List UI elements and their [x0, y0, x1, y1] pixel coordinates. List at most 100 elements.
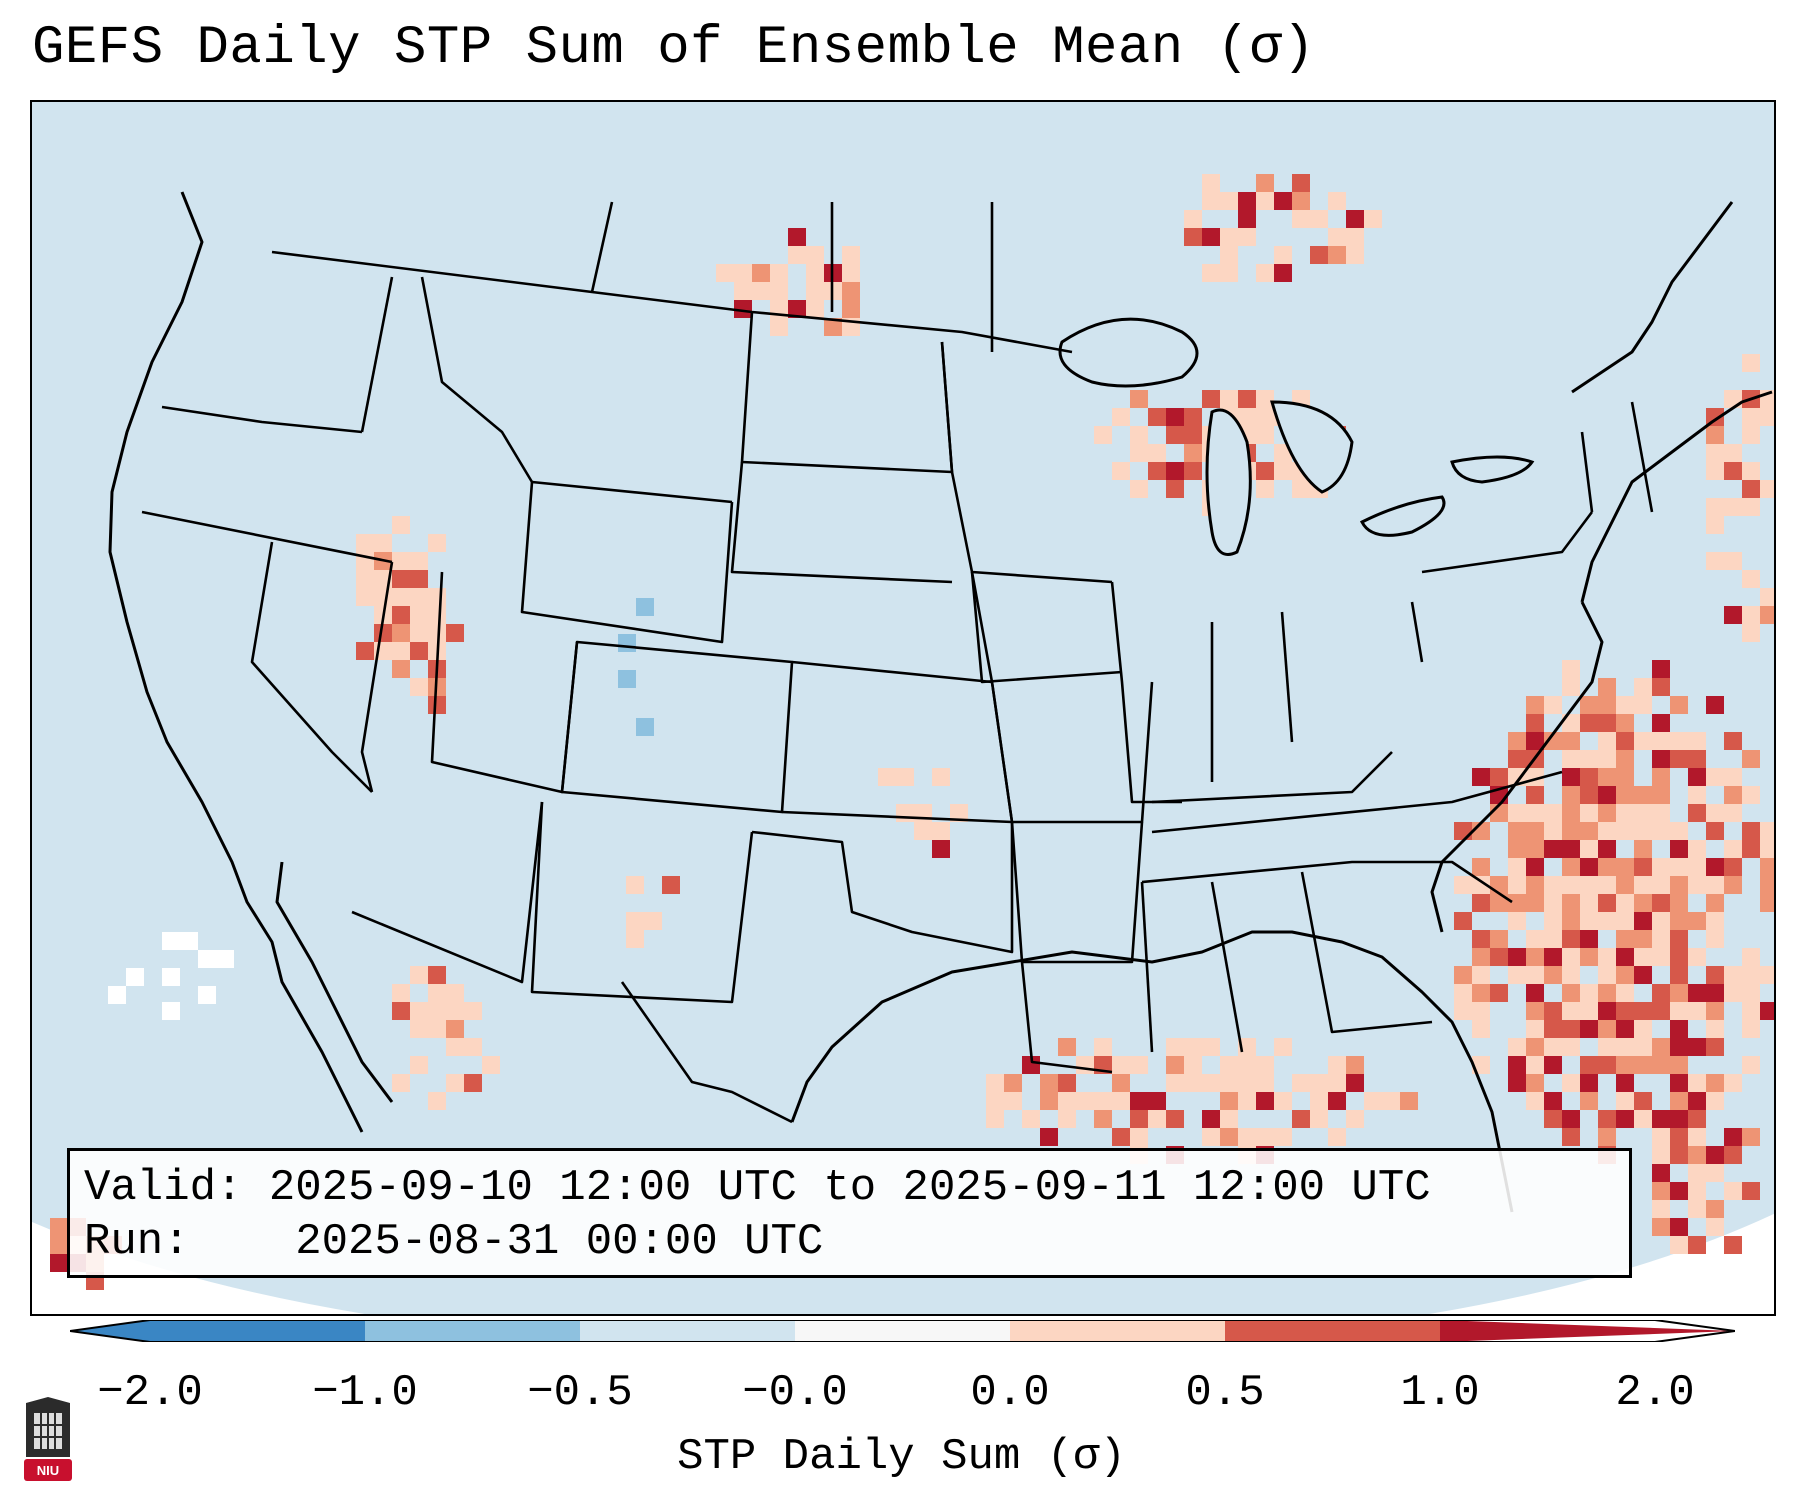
anomaly-pixel: [1400, 1092, 1418, 1110]
anomaly-pixel: [1292, 1110, 1310, 1128]
colorbar-tick-label: 1.0: [1400, 1368, 1480, 1418]
anomaly-pixel: [1688, 1038, 1706, 1056]
border-nebraska: [791, 571, 994, 684]
anomaly-pixel: [1652, 912, 1670, 930]
anomaly-pixel: [618, 634, 636, 652]
anomaly-pixel: [1706, 966, 1724, 984]
anomaly-pixel: [1508, 750, 1526, 768]
anomaly-pixel: [1688, 1182, 1706, 1200]
anomaly-pixel: [1562, 894, 1580, 912]
anomaly-pixel: [392, 606, 410, 624]
anomaly-pixel: [1562, 1110, 1580, 1128]
anomaly-pixel: [374, 534, 392, 552]
anomaly-pixel: [1688, 786, 1706, 804]
anomaly-pixel: [1040, 1128, 1058, 1146]
anomaly-pixel: [1112, 1092, 1130, 1110]
anomaly-pixel: [1490, 768, 1508, 786]
anomaly-pixel: [1148, 462, 1166, 480]
anomaly-pixel: [1760, 876, 1774, 894]
anomaly-pixel: [1058, 1110, 1076, 1128]
anomaly-pixel: [1508, 840, 1526, 858]
anomaly-pixel: [1472, 876, 1490, 894]
anomaly-pixel: [216, 950, 234, 968]
border-kentucky: [1151, 751, 1393, 804]
anomaly-pixel: [1238, 390, 1256, 408]
anomaly-pixel: [1562, 984, 1580, 1002]
anomaly-pixel: [1490, 930, 1508, 948]
anomaly-pixel: [446, 1002, 464, 1020]
anomaly-pixel: [1220, 1128, 1238, 1146]
anomaly-pixel: [1706, 462, 1724, 480]
anomaly-pixel: [1580, 1056, 1598, 1074]
anomaly-pixel: [1130, 1092, 1148, 1110]
anomaly-pixel: [1580, 1092, 1598, 1110]
map-panel[interactable]: [30, 100, 1776, 1316]
anomaly-pixel: [1130, 480, 1148, 498]
anomaly-pixel: [1364, 210, 1382, 228]
anomaly-pixel: [1634, 786, 1652, 804]
anomaly-pixel: [1526, 948, 1544, 966]
anomaly-pixel: [126, 968, 144, 986]
anomaly-pixel: [1724, 804, 1742, 822]
anomaly-pixel: [356, 570, 374, 588]
anomaly-pixel: [1706, 1200, 1724, 1218]
anomaly-pixel: [1724, 1074, 1742, 1092]
anomaly-pixel: [806, 246, 824, 264]
anomaly-pixel: [1670, 1056, 1688, 1074]
anomaly-pixel: [1706, 894, 1724, 912]
anomaly-pixel: [1562, 930, 1580, 948]
anomaly-pixel: [1166, 1056, 1184, 1074]
border-colorado: [560, 640, 794, 814]
anomaly-pixel: [1544, 876, 1562, 894]
anomaly-pixel: [356, 642, 374, 660]
colorbar-segment-6: [1225, 1320, 1440, 1342]
anomaly-pixel: [1670, 732, 1688, 750]
anomaly-pixel: [1256, 192, 1274, 210]
anomaly-pixel: [392, 984, 410, 1002]
anomaly-pixel: [1724, 1146, 1742, 1164]
anomaly-pixel: [1526, 714, 1544, 732]
anomaly-pixel: [1652, 822, 1670, 840]
anomaly-pixel: [1688, 912, 1706, 930]
anomaly-pixel: [770, 318, 788, 336]
anomaly-pixel: [1688, 768, 1706, 786]
anomaly-pixel: [1580, 1074, 1598, 1092]
anomaly-pixel: [1562, 786, 1580, 804]
anomaly-pixel: [1742, 408, 1760, 426]
anomaly-pixel: [1562, 678, 1580, 696]
anomaly-pixel: [1148, 1092, 1166, 1110]
anomaly-pixel: [1220, 1074, 1238, 1092]
colorbar-tick-label: 0.0: [970, 1368, 1050, 1418]
anomaly-pixel: [1166, 1074, 1184, 1092]
anomaly-pixel: [1688, 1146, 1706, 1164]
anomaly-pixel: [1526, 930, 1544, 948]
anomaly-pixel: [1004, 1074, 1022, 1092]
anomaly-pixel: [1040, 1092, 1058, 1110]
anomaly-pixel: [1184, 1038, 1202, 1056]
colorbar-tick-label: −0.0: [742, 1368, 848, 1418]
anomaly-pixel: [1274, 1092, 1292, 1110]
anomaly-pixel: [986, 1074, 1004, 1092]
anomaly-pixel: [1526, 1074, 1544, 1092]
anomaly-pixel: [1688, 876, 1706, 894]
anomaly-pixel: [1706, 1218, 1724, 1236]
anomaly-pixel: [1580, 714, 1598, 732]
anomaly-pixel: [1076, 1056, 1094, 1074]
anomaly-pixel: [932, 822, 950, 840]
anomaly-pixel: [410, 966, 428, 984]
anomaly-pixel: [1580, 696, 1598, 714]
anomaly-pixel: [1346, 1110, 1364, 1128]
border-wa-id: [360, 276, 394, 433]
anomaly-pixel: [986, 1092, 1004, 1110]
anomaly-pixel: [1688, 1128, 1706, 1146]
border-new-hampshire: [1630, 401, 1654, 513]
anomaly-pixel: [1616, 1056, 1634, 1074]
anomaly-pixel: [1238, 228, 1256, 246]
anomaly-pixel: [1220, 1092, 1238, 1110]
anomaly-pixel: [50, 1254, 68, 1272]
anomaly-pixel: [1670, 1218, 1688, 1236]
anomaly-pixel: [1526, 858, 1544, 876]
anomaly-pixel: [1544, 948, 1562, 966]
anomaly-pixel: [1508, 1038, 1526, 1056]
anomaly-pixel: [1706, 912, 1724, 930]
